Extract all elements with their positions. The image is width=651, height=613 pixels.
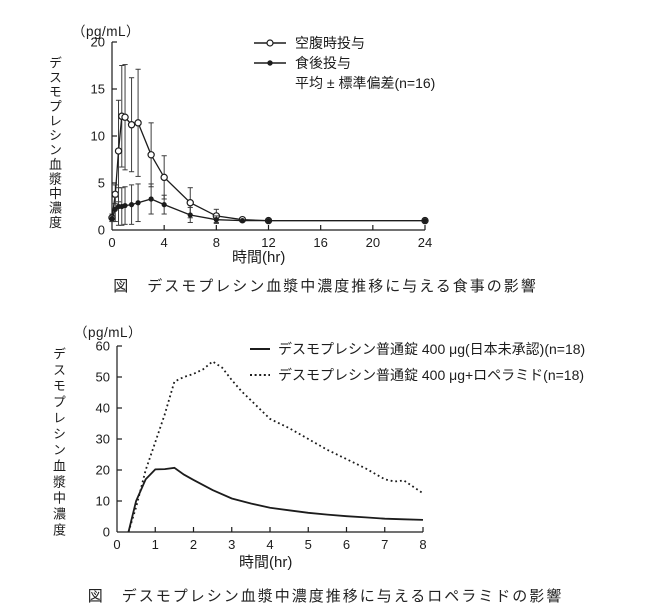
y-units-label-loperamide-chart: （pg/mL）: [74, 325, 143, 340]
y-units-label-food-chart: （pg/mL）: [72, 24, 141, 39]
legend-loperamide-chart: デスモプレシン普通錠 400 μg(日本未承認)(n=18) デスモプレシン普通…: [249, 336, 585, 388]
svg-text:10: 10: [91, 129, 105, 144]
dotted-line-icon: [250, 374, 270, 376]
series-tablet-400-loperamide: [127, 360, 424, 533]
y-axis-label-loperamide-chart: デスモプレシン血漿中濃度: [51, 347, 66, 539]
svg-text:60: 60: [96, 339, 110, 354]
svg-text:6: 6: [343, 537, 350, 552]
legend-food-chart: 空腹時投与 食後投与 平均 ± 標準偏差(n=16): [253, 33, 435, 93]
svg-text:15: 15: [91, 82, 105, 97]
svg-text:24: 24: [418, 235, 432, 250]
svg-text:40: 40: [96, 401, 110, 416]
svg-text:8: 8: [213, 235, 220, 250]
svg-text:0: 0: [108, 235, 115, 250]
legend-note-text: 平均 ± 標準偏差(n=16): [295, 75, 436, 91]
svg-text:30: 30: [96, 432, 110, 447]
svg-text:7: 7: [381, 537, 388, 552]
svg-text:1: 1: [152, 537, 159, 552]
svg-text:5: 5: [98, 176, 105, 191]
x-axis-label-food-chart: 時間(hr): [232, 249, 286, 266]
svg-text:20: 20: [91, 35, 105, 50]
svg-text:2: 2: [190, 537, 197, 552]
legend-label-tablet-400: デスモプレシン普通錠 400 μg(日本未承認)(n=18): [278, 341, 586, 357]
svg-text:0: 0: [113, 537, 120, 552]
series-tablet-400: [127, 466, 424, 533]
svg-text:4: 4: [266, 537, 273, 552]
legend-label-fed: 食後投与: [295, 55, 351, 71]
filled-circle-line-icon: [254, 60, 286, 66]
svg-text:20: 20: [366, 235, 380, 250]
svg-text:4: 4: [161, 235, 168, 250]
legend-item-tablet-400: デスモプレシン普通錠 400 μg(日本未承認)(n=18): [249, 336, 585, 362]
svg-text:20: 20: [96, 463, 110, 478]
chart-2-plot: 0 10 20 30 40 50 60 0 1 2 3 4 5 6 7 8: [96, 339, 427, 553]
open-circle-line-icon: [254, 39, 286, 47]
svg-text:0: 0: [98, 223, 105, 238]
svg-text:8: 8: [419, 537, 426, 552]
svg-text:12: 12: [261, 235, 275, 250]
legend-spacer: [253, 78, 287, 88]
solid-line-icon: [250, 348, 270, 350]
legend-label-tablet-400-loperamide: デスモプレシン普通錠 400 μg+ロペラミド(n=18): [278, 367, 585, 383]
caption-food-chart: 図 デスモプレシン血漿中濃度推移に与える食事の影響: [113, 279, 538, 295]
legend-note-mean-sd: 平均 ± 標準偏差(n=16): [253, 73, 435, 93]
svg-text:50: 50: [96, 370, 110, 385]
svg-text:16: 16: [313, 235, 327, 250]
svg-text:3: 3: [228, 537, 235, 552]
chart-1-plot: 0 5 10 15 20 0 4 8 12 16 20 24: [91, 35, 433, 251]
legend-item-tablet-400-loperamide: デスモプレシン普通錠 400 μg+ロペラミド(n=18): [249, 362, 585, 388]
series-fed: [109, 183, 428, 226]
legend-item-fasting: 空腹時投与: [253, 33, 435, 53]
caption-loperamide-chart: 図 デスモプレシン血漿中濃度推移に与えるロペラミドの影響: [87, 589, 564, 605]
y-axis-label-food-chart: デスモプレシン血漿中濃度: [47, 56, 62, 230]
svg-text:0: 0: [103, 525, 110, 540]
legend-item-fed: 食後投与: [253, 53, 435, 73]
legend-label-fasting: 空腹時投与: [295, 35, 365, 51]
svg-text:5: 5: [305, 537, 312, 552]
x-axis-label-loperamide-chart: 時間(hr): [239, 554, 293, 571]
svg-text:10: 10: [96, 494, 110, 509]
